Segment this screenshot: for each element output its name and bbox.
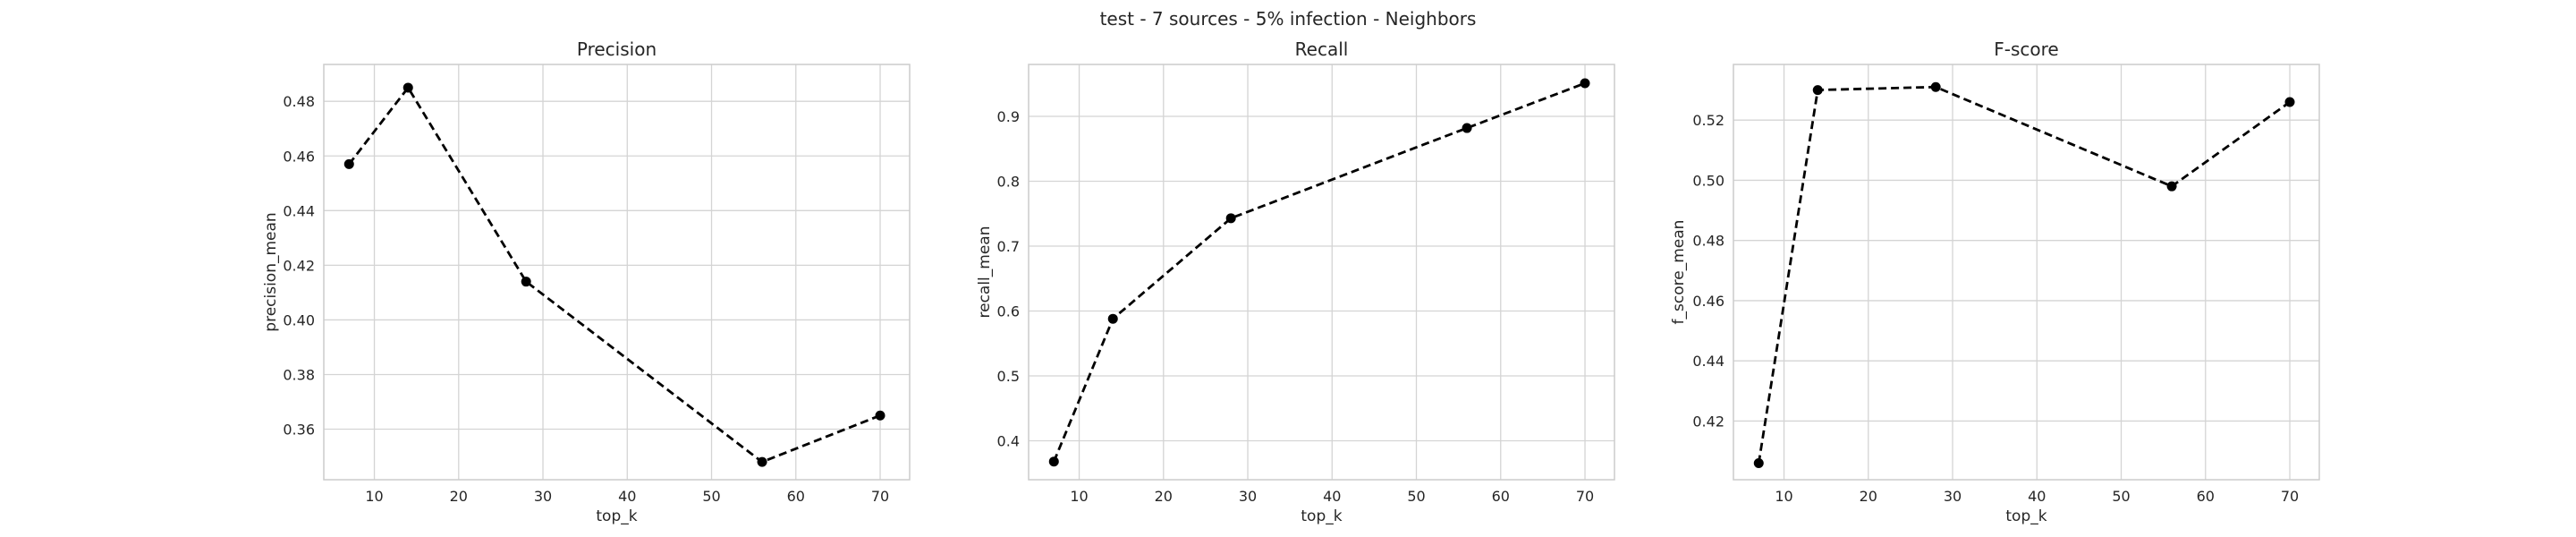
panel-precision: 10 20 30 40 50 60 70 0.36 0.38 0.40 0.42 0.44 0.46 0.… [262, 38, 911, 525]
y-tick-label: 0.40 [283, 311, 315, 328]
data-point [343, 158, 354, 169]
y-tick-label: 0.46 [1692, 293, 1724, 310]
data-point [2166, 181, 2177, 192]
plot-area: 10 20 30 40 50 60 70 0.4 0.5 0.6 0.7 0.8 0.9 [997, 64, 1615, 505]
axes-frame [1028, 64, 1615, 481]
x-axis-label: top_k [2005, 507, 2046, 525]
x-tick-label: 40 [1323, 488, 1341, 505]
data-point [1462, 123, 1472, 133]
panel-title: Precision [577, 38, 657, 60]
y-tick-label: 0.7 [997, 238, 1020, 255]
x-tick-label: 50 [2112, 488, 2130, 505]
y-tick-label: 0.42 [283, 257, 315, 274]
panel-title: Recall [1295, 38, 1349, 60]
x-tick-label: 70 [2281, 488, 2299, 505]
x-tick-label: 60 [787, 488, 805, 505]
x-tick-label: 70 [1576, 488, 1594, 505]
x-tick-label: 70 [871, 488, 889, 505]
data-point [1107, 313, 1118, 324]
data-point [1930, 81, 1941, 92]
y-tick-label: 0.44 [1692, 353, 1724, 370]
data-point [1225, 213, 1236, 224]
y-tick-label: 0.42 [1692, 413, 1724, 430]
data-point [1048, 456, 1059, 467]
y-axis-label: f_score_mean [1670, 220, 1688, 325]
data-point [1753, 458, 1764, 469]
x-tick-label: 50 [1407, 488, 1425, 505]
plot-area: 10 20 30 40 50 60 70 0.42 0.44 0.46 0.48 0.50 0.52 [1692, 64, 2320, 505]
x-tick-label: 10 [1775, 488, 1792, 505]
x-tick-label: 30 [1239, 488, 1257, 505]
x-axis-label: top_k [596, 507, 637, 525]
x-tick-label: 10 [365, 488, 383, 505]
x-axis-label: top_k [1301, 507, 1342, 525]
y-tick-label: 0.9 [997, 108, 1020, 125]
y-tick-label: 0.52 [1692, 112, 1724, 129]
x-tick-label: 10 [1070, 488, 1088, 505]
y-tick-label: 0.36 [283, 422, 315, 439]
axes-frame [1733, 64, 2320, 481]
y-tick-label: 0.50 [1692, 172, 1724, 189]
y-tick-label: 0.6 [997, 303, 1020, 320]
data-point [521, 277, 531, 287]
panel-recall: 10 20 30 40 50 60 700.40.50.60.70.80.9 Recall … [976, 38, 1615, 525]
plot-area: 10 20 30 40 50 60 70 0.36 0.38 0.40 0.42 0.44 0.46 0.… [283, 64, 911, 505]
data-point [1580, 78, 1590, 89]
y-tick-label: 0.4 [997, 433, 1020, 450]
x-tick-label: 20 [450, 488, 468, 505]
figure-suptitle: test - 7 sources - 5% infection - Neighb… [1100, 8, 1477, 30]
y-tick-label: 0.5 [997, 368, 1020, 385]
y-tick-label: 0.48 [283, 93, 315, 110]
data-point [757, 456, 767, 467]
x-tick-label: 20 [1860, 488, 1877, 505]
x-tick-label: 20 [1155, 488, 1173, 505]
x-tick-label: 60 [1492, 488, 1510, 505]
y-tick-label: 0.8 [997, 174, 1020, 191]
panel-title: F-score [1994, 38, 2058, 60]
series-line [1052, 81, 1586, 463]
axes-frame [323, 64, 911, 481]
x-tick-label: 40 [618, 488, 636, 505]
data-point [402, 82, 413, 93]
x-tick-label: 50 [702, 488, 720, 505]
x-tick-label: 30 [1944, 488, 1962, 505]
panel-f-score: 10 20 30 40 50 60 70 0.42 0.44 0.46 0.48 0.50 0.52 F… [1670, 38, 2320, 525]
data-point [2284, 97, 2295, 107]
series-line [1757, 85, 2291, 464]
x-tick-label: 30 [534, 488, 552, 505]
x-tick-label: 40 [2028, 488, 2046, 505]
data-point [875, 410, 886, 421]
y-axis-label: recall_mean [976, 226, 994, 319]
y-tick-label: 0.38 [283, 366, 315, 383]
y-tick-label: 0.44 [283, 202, 315, 219]
x-tick-label: 60 [2197, 488, 2215, 505]
y-tick-label: 0.48 [1692, 233, 1724, 250]
y-tick-label: 0.46 [283, 148, 315, 165]
data-point [1812, 85, 1823, 96]
y-axis-label: precision_mean [262, 212, 280, 331]
series-line [348, 85, 881, 464]
